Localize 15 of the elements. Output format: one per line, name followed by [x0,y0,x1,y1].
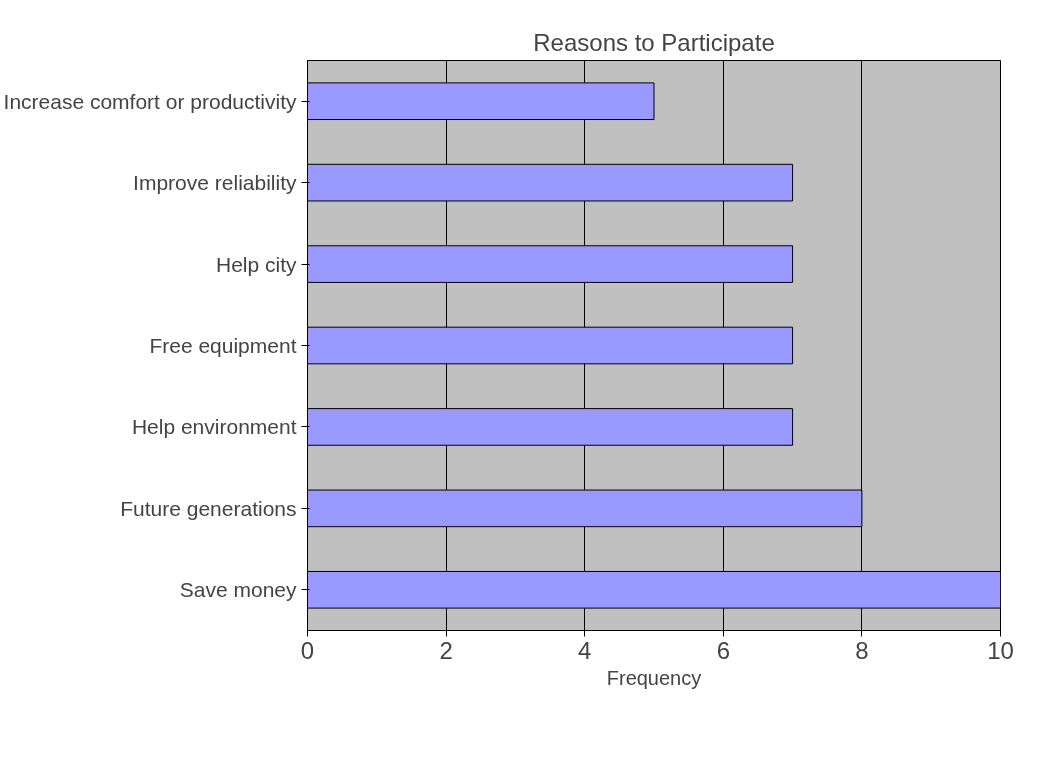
x-tick-label: 8 [855,636,869,664]
y-tick-label: Improve reliability [133,171,297,195]
y-tick-label: Help environment [131,415,297,439]
chart-title: Reasons to Participate [533,28,775,56]
x-tick-label: 4 [578,636,592,664]
x-tick-label: 0 [300,636,315,664]
y-tick-label: Save money [179,578,297,602]
x-tick-label: 2 [439,636,453,664]
y-tick-label: Help city [215,252,297,276]
x-tick-label: 6 [716,636,730,664]
y-tick-label: Future generations [120,496,297,520]
x-axis-title: Frequency [606,666,702,689]
y-tick-label: Free equipment [149,334,297,357]
x-tick-label: 10 [987,636,1014,664]
y-tick-label: Increase comfort or productivity [3,89,297,113]
